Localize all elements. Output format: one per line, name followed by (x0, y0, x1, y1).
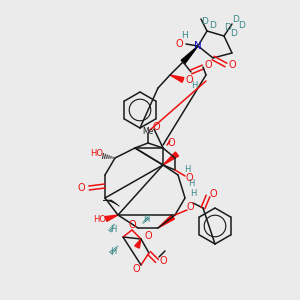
Text: H: H (143, 215, 149, 224)
Text: N: N (194, 41, 202, 51)
Polygon shape (135, 239, 141, 248)
Text: O: O (185, 75, 193, 85)
Text: O: O (128, 220, 136, 230)
Text: H: H (184, 166, 190, 175)
Text: D: D (210, 22, 216, 31)
Text: H: H (110, 224, 116, 233)
Text: D: D (202, 17, 208, 26)
Text: H: H (190, 188, 196, 197)
Text: Me: Me (142, 127, 154, 136)
Polygon shape (163, 152, 178, 165)
Text: H: H (181, 32, 188, 40)
Text: D: D (225, 22, 231, 32)
Text: O: O (209, 189, 217, 199)
Text: H: H (191, 80, 197, 89)
Text: O: O (132, 264, 140, 274)
Text: O: O (185, 173, 193, 183)
Text: O: O (77, 183, 85, 193)
Text: O: O (159, 256, 167, 266)
Text: O: O (186, 202, 194, 212)
Polygon shape (105, 215, 118, 221)
Text: O: O (175, 39, 183, 49)
Polygon shape (170, 75, 184, 82)
Text: H: H (110, 247, 116, 256)
Text: D: D (231, 29, 237, 38)
Text: H: H (188, 179, 194, 188)
Text: O: O (167, 138, 175, 148)
Text: D: D (238, 22, 245, 31)
Text: D: D (232, 16, 239, 25)
Text: HO: HO (91, 148, 103, 158)
Polygon shape (158, 215, 175, 228)
Polygon shape (181, 46, 198, 64)
Text: O: O (152, 122, 160, 132)
Text: HO: HO (94, 215, 106, 224)
Text: O: O (144, 231, 152, 241)
Text: O: O (204, 60, 212, 70)
Text: O: O (228, 60, 236, 70)
